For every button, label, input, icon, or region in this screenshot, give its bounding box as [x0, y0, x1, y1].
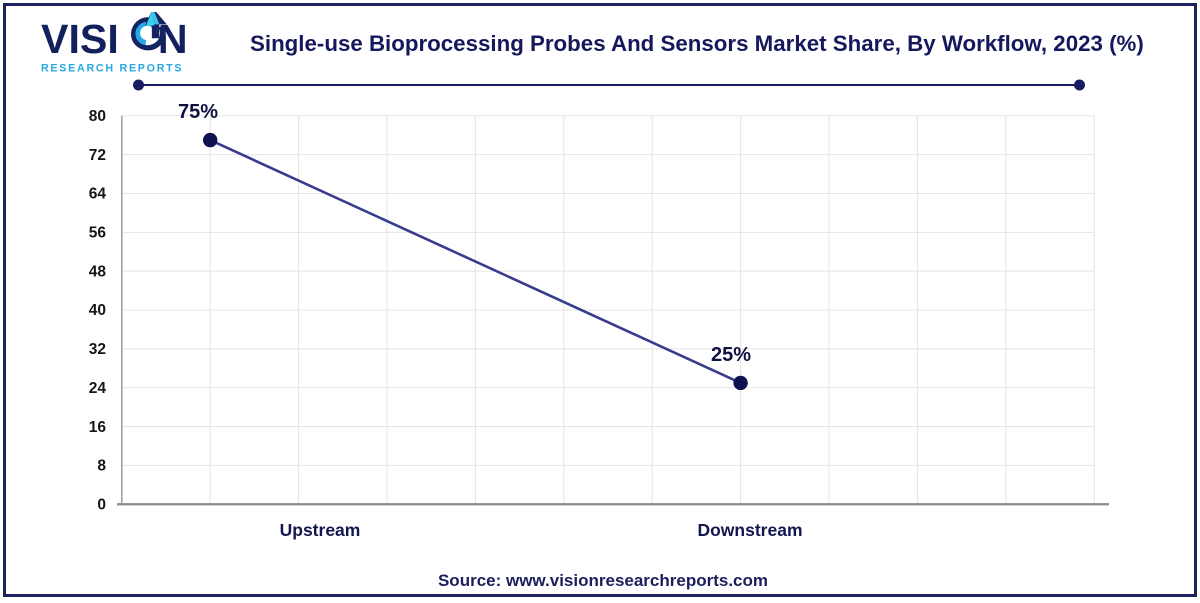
- svg-text:24: 24: [89, 380, 107, 397]
- svg-text:64: 64: [89, 186, 107, 203]
- svg-text:RESEARCH REPORTS: RESEARCH REPORTS: [41, 62, 183, 74]
- svg-text:16: 16: [89, 419, 107, 436]
- svg-text:VISI: VISI: [41, 16, 119, 62]
- svg-text:80: 80: [89, 108, 106, 125]
- svg-text:8: 8: [97, 458, 106, 475]
- svg-text:75%: 75%: [178, 101, 218, 123]
- svg-text:25%: 25%: [711, 344, 751, 366]
- svg-text:Upstream: Upstream: [280, 520, 361, 540]
- svg-text:0: 0: [97, 496, 106, 513]
- svg-text:48: 48: [89, 263, 107, 280]
- svg-text:56: 56: [89, 225, 107, 242]
- svg-text:40: 40: [89, 302, 106, 319]
- svg-text:32: 32: [89, 341, 106, 358]
- svg-text:Downstream: Downstream: [697, 520, 802, 540]
- svg-text:72: 72: [89, 147, 106, 164]
